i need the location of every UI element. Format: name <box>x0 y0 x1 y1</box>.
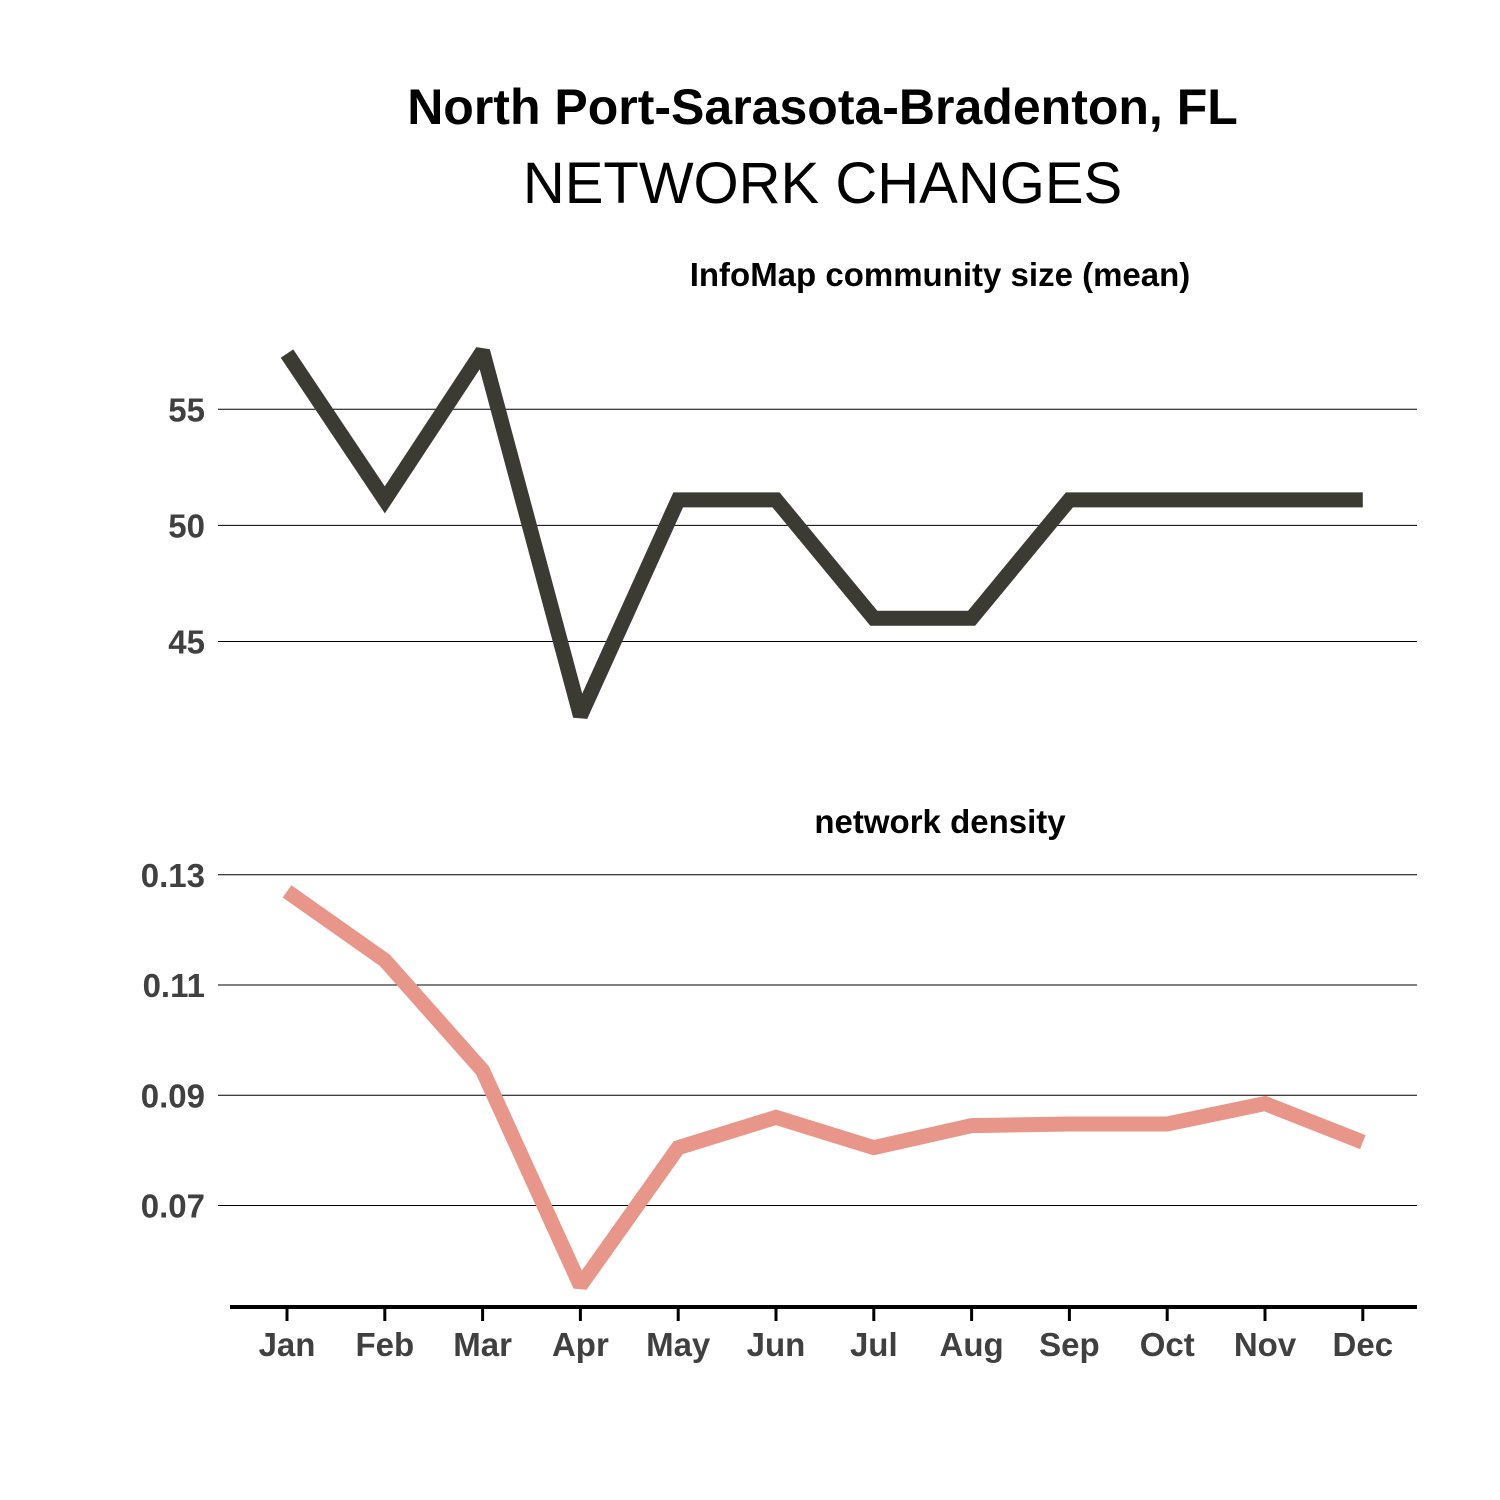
x-tick-label: Sep <box>1039 1326 1100 1363</box>
panel-title: InfoMap community size (mean) <box>690 256 1191 293</box>
x-tick-label: Nov <box>1234 1326 1297 1363</box>
data-point <box>677 499 679 501</box>
data-point <box>482 1069 484 1071</box>
y-tick-label: 0.07 <box>141 1188 205 1225</box>
data-point <box>971 617 973 619</box>
chart-subtitle: NETWORK CHANGES <box>522 151 1123 216</box>
y-tick-label: 0.09 <box>141 1077 205 1114</box>
data-point <box>971 1125 973 1127</box>
series-line <box>282 885 1366 1290</box>
data-point <box>1166 1123 1168 1125</box>
data-point <box>1068 499 1070 501</box>
data-point <box>1362 499 1364 501</box>
data-point <box>286 890 288 892</box>
x-tick-label: Oct <box>1140 1326 1195 1363</box>
panel-title: network density <box>814 803 1066 840</box>
x-tick-label: Jun <box>747 1326 806 1363</box>
data-point <box>873 617 875 619</box>
x-tick-label: Jan <box>259 1326 316 1363</box>
data-point <box>579 1284 581 1286</box>
data-point <box>1068 1123 1070 1125</box>
y-tick-label: 50 <box>168 507 205 544</box>
data-point <box>677 1147 679 1149</box>
data-point <box>1264 1103 1266 1105</box>
x-tick-label: Mar <box>453 1326 512 1363</box>
x-tick-label: Aug <box>940 1326 1004 1363</box>
x-tick-label: Jul <box>850 1326 898 1363</box>
data-point <box>775 499 777 501</box>
data-point <box>1264 499 1266 501</box>
data-point <box>286 353 288 355</box>
x-tick-label: Feb <box>355 1326 414 1363</box>
series-line <box>280 347 1363 719</box>
data-point <box>579 715 581 717</box>
x-tick-label: Apr <box>552 1326 609 1363</box>
x-tick-label: May <box>646 1326 711 1363</box>
data-point <box>775 1116 777 1118</box>
data-point <box>384 499 386 501</box>
y-tick-label: 55 <box>168 391 205 428</box>
y-tick-label: 0.11 <box>143 967 205 1004</box>
data-point <box>873 1147 875 1149</box>
data-point <box>384 959 386 961</box>
data-point <box>1362 1141 1364 1143</box>
chart-title: North Port-Sarasota-Bradenton, FL <box>407 79 1238 135</box>
data-point <box>482 350 484 352</box>
x-tick-label: Dec <box>1333 1326 1394 1363</box>
y-tick-label: 0.13 <box>141 857 205 894</box>
data-point <box>1166 499 1168 501</box>
y-tick-label: 45 <box>168 624 205 661</box>
